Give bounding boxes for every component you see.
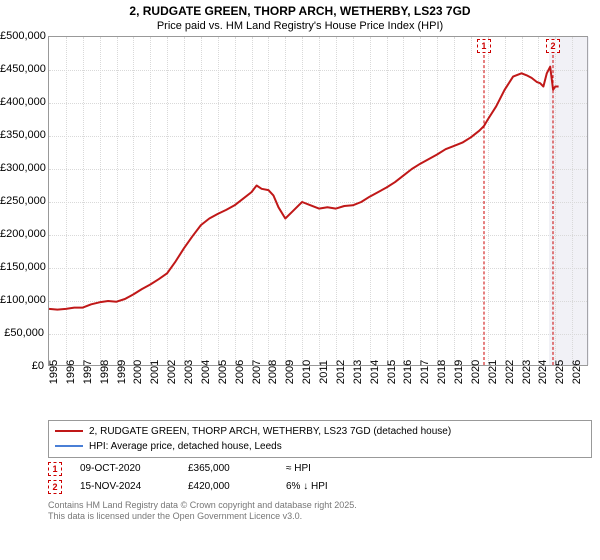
xtick-label: 2017 bbox=[419, 359, 431, 383]
ytick-label: £300,000 bbox=[0, 162, 44, 174]
event-marker: 1 bbox=[477, 39, 491, 53]
xtick-label: 2019 bbox=[453, 359, 465, 383]
credits: Contains HM Land Registry data © Crown c… bbox=[48, 500, 592, 523]
sale-marker: 1 bbox=[48, 462, 62, 476]
xtick-label: 1998 bbox=[99, 359, 111, 383]
series-svg bbox=[49, 37, 589, 367]
xtick-label: 2018 bbox=[436, 359, 448, 383]
legend-label-hpi: HPI: Average price, detached house, Leed… bbox=[89, 439, 282, 454]
xtick-label: 1997 bbox=[82, 359, 94, 383]
xtick-label: 2008 bbox=[267, 359, 279, 383]
xtick-label: 2014 bbox=[369, 359, 381, 383]
event-line bbox=[553, 55, 554, 365]
legend-swatch-hpi bbox=[55, 445, 83, 447]
xtick-label: 2002 bbox=[166, 359, 178, 383]
xtick-label: 2020 bbox=[470, 359, 482, 383]
chart-subtitle: Price paid vs. HM Land Registry's House … bbox=[0, 20, 600, 32]
xtick-label: 2003 bbox=[183, 359, 195, 383]
ytick-label: £250,000 bbox=[0, 195, 44, 207]
sale-hpi-comparison: 6% ↓ HPI bbox=[286, 481, 366, 492]
xtick-label: 2007 bbox=[251, 359, 263, 383]
legend-item-series: 2, RUDGATE GREEN, THORP ARCH, WETHERBY, … bbox=[55, 424, 585, 439]
ytick-label: £0 bbox=[0, 360, 44, 372]
sale-hpi-comparison: ≈ HPI bbox=[286, 463, 366, 474]
xtick-label: 2013 bbox=[352, 359, 364, 383]
xtick-label: 1996 bbox=[65, 359, 77, 383]
chart-title: 2, RUDGATE GREEN, THORP ARCH, WETHERBY, … bbox=[0, 0, 600, 20]
xtick-label: 2016 bbox=[402, 359, 414, 383]
sale-row: 2 15-NOV-2024 £420,000 6% ↓ HPI bbox=[48, 478, 592, 496]
xtick-label: 2023 bbox=[521, 359, 533, 383]
event-line bbox=[483, 55, 484, 365]
xtick-label: 2010 bbox=[301, 359, 313, 383]
price-series-line bbox=[49, 66, 559, 309]
ytick-label: £100,000 bbox=[0, 294, 44, 306]
sale-price: £420,000 bbox=[188, 481, 268, 492]
credits-line2: This data is licensed under the Open Gov… bbox=[48, 511, 592, 522]
xtick-label: 2015 bbox=[386, 359, 398, 383]
sale-date: 09-OCT-2020 bbox=[80, 463, 170, 474]
legend-label-series: 2, RUDGATE GREEN, THORP ARCH, WETHERBY, … bbox=[89, 424, 451, 439]
legend: 2, RUDGATE GREEN, THORP ARCH, WETHERBY, … bbox=[48, 420, 592, 458]
sale-row: 1 09-OCT-2020 £365,000 ≈ HPI bbox=[48, 460, 592, 478]
xtick-label: 2024 bbox=[537, 359, 549, 383]
xtick-label: 2025 bbox=[554, 359, 566, 383]
ytick-label: £400,000 bbox=[0, 96, 44, 108]
ytick-label: £50,000 bbox=[0, 327, 44, 339]
price-chart: 12£0£50,000£100,000£150,000£200,000£250,… bbox=[0, 36, 590, 416]
xtick-label: 2001 bbox=[149, 359, 161, 383]
ytick-label: £500,000 bbox=[0, 30, 44, 42]
xtick-label: 1999 bbox=[116, 359, 128, 383]
sale-marker: 2 bbox=[48, 480, 62, 494]
xtick-label: 2012 bbox=[335, 359, 347, 383]
xtick-label: 1995 bbox=[48, 359, 60, 383]
ytick-label: £150,000 bbox=[0, 261, 44, 273]
ytick-label: £200,000 bbox=[0, 228, 44, 240]
plot-area: 12 bbox=[48, 36, 588, 366]
xtick-label: 2022 bbox=[504, 359, 516, 383]
xtick-label: 2026 bbox=[571, 359, 583, 383]
legend-item-hpi: HPI: Average price, detached house, Leed… bbox=[55, 439, 585, 454]
xtick-label: 2009 bbox=[284, 359, 296, 383]
sale-price: £365,000 bbox=[188, 463, 268, 474]
sales-table: 1 09-OCT-2020 £365,000 ≈ HPI 2 15-NOV-2024 £42… bbox=[48, 460, 592, 496]
xtick-label: 2021 bbox=[487, 359, 499, 383]
sale-date: 15-NOV-2024 bbox=[80, 481, 170, 492]
ytick-label: £350,000 bbox=[0, 129, 44, 141]
xtick-label: 2000 bbox=[132, 359, 144, 383]
event-marker: 2 bbox=[546, 39, 560, 53]
xtick-label: 2011 bbox=[318, 360, 330, 384]
legend-swatch-series bbox=[55, 430, 83, 432]
xtick-label: 2004 bbox=[200, 359, 212, 383]
xtick-label: 2006 bbox=[234, 359, 246, 383]
credits-line1: Contains HM Land Registry data © Crown c… bbox=[48, 500, 592, 511]
xtick-label: 2005 bbox=[217, 359, 229, 383]
ytick-label: £450,000 bbox=[0, 63, 44, 75]
